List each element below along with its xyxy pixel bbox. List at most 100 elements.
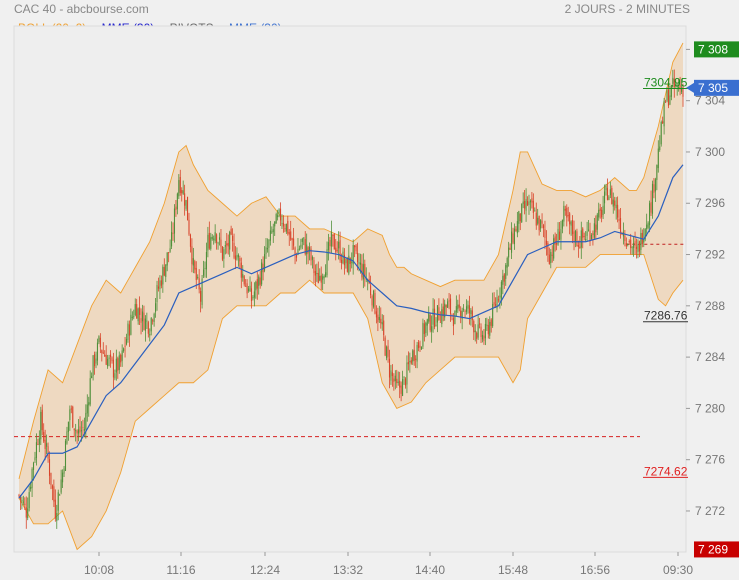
candle-body	[234, 255, 237, 260]
candle-body	[358, 262, 360, 264]
candle-body	[511, 231, 513, 253]
candle-body	[182, 190, 184, 194]
y-tick-label: 7 284	[695, 350, 725, 364]
pivot-label: 7304.95	[644, 75, 688, 89]
candle-body	[375, 311, 377, 318]
candle-body	[172, 232, 174, 234]
candle-body	[53, 486, 55, 502]
candle-body	[259, 277, 261, 285]
candle-body	[111, 357, 113, 362]
candle-body	[284, 228, 286, 230]
period-label[interactable]: 2 JOURS - 2 MINUTES	[564, 2, 690, 16]
candle-body	[483, 335, 485, 342]
candle-body	[227, 242, 229, 247]
candle-body	[233, 242, 235, 258]
chart-title: CAC 40 - abcbourse.com	[14, 2, 149, 16]
candle-body	[535, 212, 537, 226]
candle-body	[192, 258, 194, 266]
candle-body	[513, 228, 516, 245]
candle-body	[130, 314, 132, 335]
candle-body	[589, 230, 591, 242]
candle-body	[311, 256, 314, 260]
candle-body	[57, 492, 59, 511]
candle-body	[563, 205, 565, 222]
candle-body	[261, 262, 263, 285]
candle-body	[544, 229, 546, 238]
candle-body	[458, 304, 460, 308]
x-tick-label: 12:24	[250, 563, 280, 577]
candle-body	[612, 199, 614, 207]
candle-body	[351, 261, 353, 263]
candle-body	[673, 78, 675, 88]
candle-body	[377, 314, 379, 323]
candle-body	[359, 262, 361, 265]
candle-body	[155, 303, 157, 312]
candle-body	[285, 223, 287, 232]
candle-body	[585, 239, 587, 241]
candle-body	[548, 254, 550, 265]
candle-body	[400, 385, 402, 394]
candle-body	[606, 188, 608, 200]
candle-body	[147, 322, 149, 334]
candle-body	[40, 411, 42, 440]
candle-body	[638, 241, 640, 252]
candle-body	[63, 468, 65, 474]
candle-body	[169, 248, 171, 252]
candle-body	[92, 355, 94, 376]
candle-body	[348, 255, 350, 274]
candle-body	[186, 196, 189, 221]
candle-body	[496, 297, 498, 309]
candle-body	[542, 225, 545, 229]
candle-body	[644, 229, 646, 240]
candle-body	[56, 513, 58, 521]
bollinger-lower-line	[18, 254, 684, 551]
candle-body	[493, 302, 495, 305]
candle-body	[34, 457, 36, 461]
candle-body	[583, 236, 585, 238]
candle-body	[277, 215, 279, 218]
candle-body	[181, 190, 183, 194]
candle-body	[295, 255, 298, 258]
candle-body	[372, 291, 375, 307]
candle-body	[611, 187, 613, 205]
candle-body	[500, 281, 502, 299]
candle-body	[107, 358, 109, 367]
candle-body	[141, 311, 144, 322]
candle-body	[173, 208, 176, 234]
price-badge	[694, 541, 739, 558]
candle-body	[281, 223, 283, 225]
candle-body	[393, 378, 395, 382]
candle-body	[624, 235, 626, 242]
candle-body	[649, 203, 651, 226]
candle-body	[104, 354, 106, 357]
candle-body	[317, 272, 319, 284]
candle-body	[294, 247, 296, 255]
candle-body	[672, 77, 674, 84]
candle-body	[352, 245, 354, 265]
candle-body	[99, 337, 101, 348]
candle-body	[143, 312, 145, 330]
candle-body	[310, 248, 312, 261]
candle-body	[588, 229, 590, 231]
candle-body	[650, 202, 652, 213]
candle-body	[140, 318, 142, 323]
candle-body	[675, 83, 677, 86]
candle-body	[240, 262, 242, 278]
candle-body	[622, 232, 624, 237]
candle-body	[528, 201, 530, 205]
candle-body	[22, 501, 24, 503]
candle-body	[48, 459, 51, 476]
candle-body	[62, 472, 64, 483]
candle-body	[605, 186, 607, 191]
candle-body	[18, 495, 20, 497]
candle-body	[419, 345, 421, 348]
candle-body	[25, 507, 27, 518]
candle-body	[681, 87, 683, 92]
candle-body	[431, 326, 433, 332]
candle-body	[179, 176, 181, 193]
candle-body	[210, 237, 212, 249]
candle-body	[336, 249, 338, 251]
candle-body	[51, 485, 53, 489]
candle-body	[628, 241, 630, 243]
